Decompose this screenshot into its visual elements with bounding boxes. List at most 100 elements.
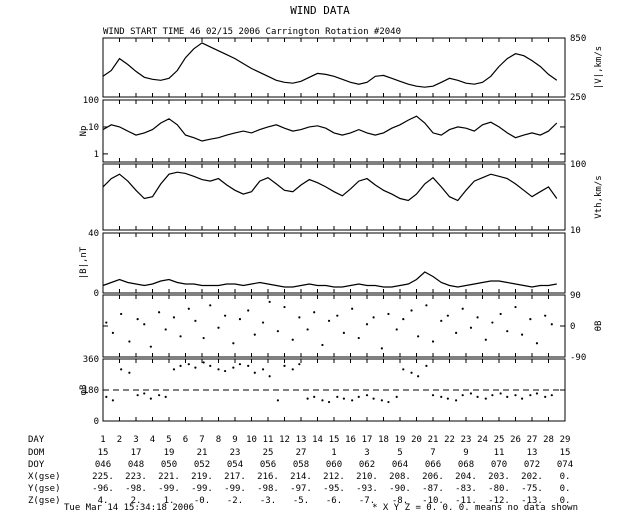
y-tick-label: 40 [88,229,99,239]
data-point [440,319,443,322]
data-point [484,338,487,341]
data-point [202,361,205,364]
table-cell: 210. [356,472,378,482]
y-tick-label: 250 [570,93,586,103]
table-row-label: DOM [28,448,45,458]
y-tick-label: 360 [83,355,99,365]
data-point [298,363,301,366]
data-point [535,392,539,395]
data-point [321,343,324,347]
table-cell: -83. [455,484,477,494]
data-point [521,333,524,336]
y-tick-label: 100 [83,96,99,106]
data-point [128,371,131,374]
data-point [446,314,449,317]
table-cell: 1 [331,448,336,458]
data-point [372,316,375,319]
data-point [158,394,161,397]
series-line-Np [102,115,558,142]
data-point [336,314,339,317]
table-cell: 7 [430,448,435,458]
table-cell: -75. [521,484,543,494]
table-cell: 21 [428,435,439,445]
table-cell: 214. [290,472,312,482]
y-tick-label: 0 [94,417,99,427]
data-point [253,371,256,374]
data-point [136,318,139,321]
data-point [342,397,345,400]
y-tick-label: 10 [570,226,581,236]
data-point [491,394,494,397]
table-cell: 13 [527,448,538,458]
table-cell: -96. [92,484,114,494]
data-point [261,368,265,371]
table-cell: 046 [95,460,111,470]
table-cell: 052 [194,460,210,470]
data-point [209,364,212,367]
data-point [247,364,250,367]
data-point [469,326,473,329]
table-cell: 22 [444,435,455,445]
table-cell: 25 [263,448,274,458]
table-cell: 058 [293,460,309,470]
y-tick-label: -90 [570,353,586,363]
data-point [224,314,227,317]
data-point [238,318,242,321]
y-tick-label: 180 [83,386,99,396]
panel-B: 40 0 |B|,nT [79,229,566,299]
table-cell: 1 [100,435,105,445]
data-point [306,397,309,400]
panel-Np: 100 10 1 Np [79,96,566,163]
data-point [291,368,294,371]
data-point [476,395,479,398]
table-cell: 6 [183,435,188,445]
table-cell: -87. [422,484,444,494]
table-cell: 13 [296,435,307,445]
data-point [506,330,509,333]
panel-phiB: 360 180 0 φB [79,355,566,427]
data-point [224,369,227,373]
table-cell: 3 [133,435,138,445]
y-tick-label: 100 [570,160,586,170]
table-cell: 223. [125,472,147,482]
data-point [455,399,458,402]
data-point [365,323,369,326]
table-cell: -12. [488,496,510,506]
table-cell: -7. [359,496,375,506]
data-point [446,397,449,400]
data-point [336,395,339,398]
data-point [365,394,369,397]
data-point [417,375,420,378]
table-cell: 0. [560,472,571,482]
table-cell: 9 [232,435,237,445]
table-cell: 8 [216,435,221,445]
table-cell: 048 [128,460,144,470]
table-cell: 17 [362,435,373,445]
data-point [351,399,354,402]
series-line-B [102,271,557,288]
data-point [469,392,473,395]
table-cell: 12 [279,435,290,445]
table-cell: 11 [494,448,505,458]
footer-note: * X Y Z = 0. 0. 0. means no data shown [372,503,578,512]
data-point [521,397,524,400]
data-point [238,363,242,366]
table-cell: 0. [560,496,571,506]
data-point [217,326,220,329]
table-cell: -99. [158,484,180,494]
chart-subtitle: WIND START TIME 46 02/15 2006 Carrington… [103,27,401,37]
table-cell: 9 [463,448,468,458]
data-point [461,394,464,397]
table-cell: 056 [260,460,276,470]
table-cell: 070 [491,460,507,470]
table-cell: -2. [227,496,243,506]
table-cell: 18 [378,435,389,445]
table-cell: 14 [312,435,323,445]
table-cell: -98. [125,484,147,494]
table-cell: -3. [260,496,276,506]
data-point [268,300,271,303]
data-point [111,399,114,402]
chart-title: WIND DATA [290,4,350,17]
y-tick-label: 90 [570,291,581,301]
